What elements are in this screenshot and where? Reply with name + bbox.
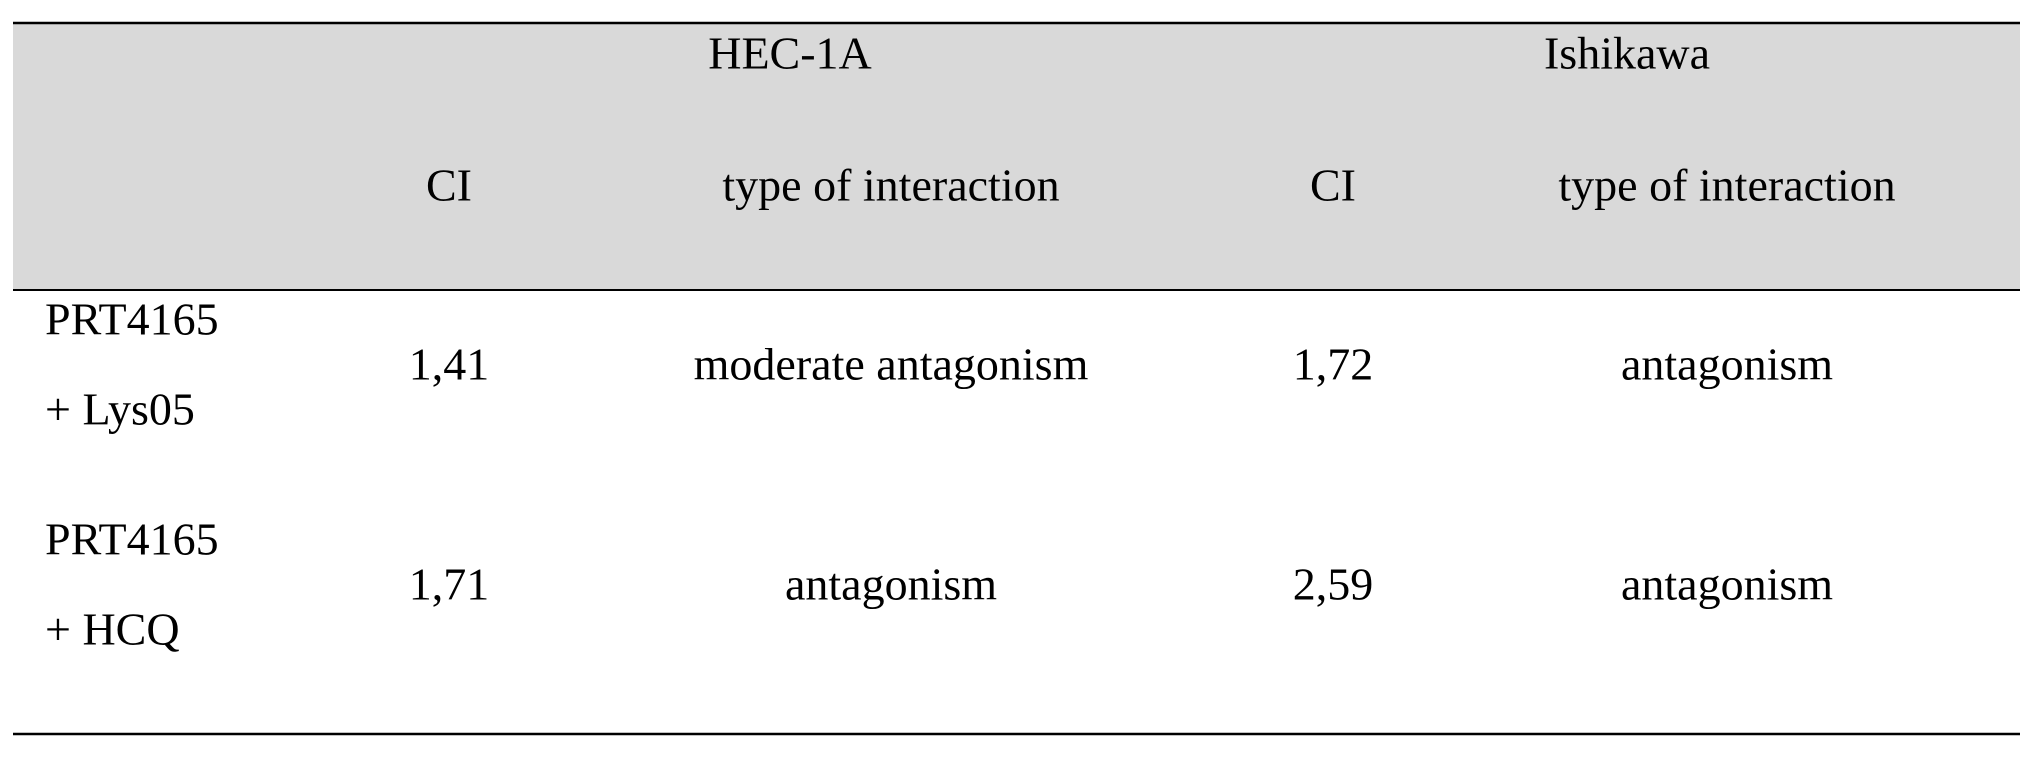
cell: moderate antagonism: [694, 339, 1089, 390]
row-label: PRT4165: [45, 514, 219, 565]
cell: antagonism: [785, 559, 997, 610]
group-header: HEC-1A: [708, 28, 872, 79]
group-header: Ishikawa: [1544, 28, 1710, 79]
row-label: + HCQ: [45, 604, 180, 655]
row-label: PRT4165: [45, 294, 219, 345]
cell: 2,59: [1293, 559, 1374, 610]
cell: 1,72: [1293, 339, 1374, 390]
column-header: type of interaction: [1558, 160, 1895, 211]
cell: antagonism: [1621, 559, 1833, 610]
column-header: type of interaction: [722, 160, 1059, 211]
row-label: + Lys05: [45, 384, 195, 435]
cell: antagonism: [1621, 339, 1833, 390]
column-header: CI: [1310, 160, 1356, 211]
column-header: CI: [426, 160, 472, 211]
cell: 1,41: [409, 339, 490, 390]
header-background: [13, 23, 2020, 290]
cell: 1,71: [409, 559, 490, 610]
